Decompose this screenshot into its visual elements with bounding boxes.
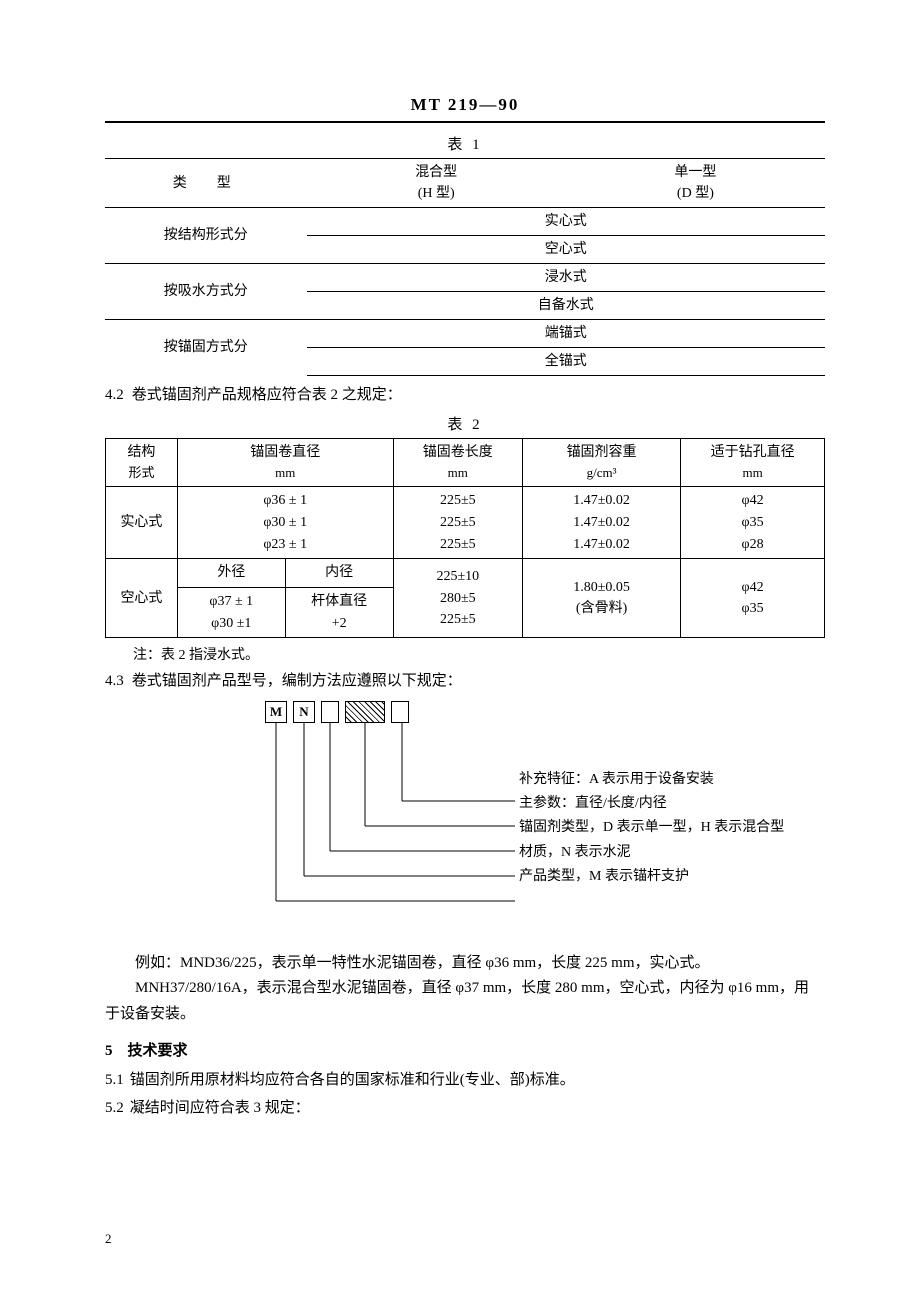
- t2-hollow-len: 225±10280±5225±5: [393, 559, 522, 638]
- diagram-box-m: M: [265, 701, 287, 723]
- diagram-callout-2: 主参数：直径/长度/内径: [519, 795, 784, 813]
- diagram-box-5: [391, 701, 409, 723]
- t1-r2-v2: 自备水式: [307, 292, 825, 320]
- diagram-box-3: [321, 701, 339, 723]
- t1-r3-label: 按锚固方式分: [105, 320, 307, 376]
- table2-note: 注：表 2 指浸水式。: [133, 644, 825, 664]
- example-line-1: 例如：MND36/225，表示单一特性水泥锚固卷，直径 φ36 mm，长度 22…: [105, 951, 825, 977]
- t2-hollow-dens: 1.80±0.05(含骨料): [522, 559, 680, 638]
- t2-solid-bore: φ42φ35φ28: [681, 487, 825, 559]
- example-line-2a: MNH37/280/16A，表示混合型水泥锚固卷，直径 φ37 mm，长度 28…: [105, 976, 825, 1002]
- diagram-box-n: N: [293, 701, 315, 723]
- t1-r1-label: 按结构形式分: [105, 208, 307, 264]
- section-5-1: 5.1锚固剂所用原材料均应符合各自的国家标准和行业(专业、部)标准。: [105, 1068, 825, 1092]
- table1: 类 型 混合型(H 型) 单一型(D 型) 按结构形式分实心式 空心式 按吸水方…: [105, 158, 825, 376]
- t1-r3-v1: 端锚式: [307, 320, 825, 348]
- t1-r1-v1: 实心式: [307, 208, 825, 236]
- diagram-callout-5: 产品类型，M 表示锚杆支护: [519, 868, 784, 886]
- t2-solid-dens: 1.47±0.021.47±0.021.47±0.02: [522, 487, 680, 559]
- t1-hdr-c2: 混合型(H 型): [307, 159, 566, 208]
- t1-r3-v2: 全锚式: [307, 348, 825, 376]
- t2-hollow-inner: 杆体直径+2: [285, 588, 393, 638]
- t1-hdr-type: 类 型: [105, 159, 307, 208]
- table2-caption: 表 2: [105, 413, 825, 434]
- t2-hollow-inner-hdr: 内径: [285, 559, 393, 588]
- section-5-2: 5.2凝结时间应符合表 3 规定：: [105, 1096, 825, 1120]
- section-4-3: 4.3卷式锚固剂产品型号，编制方法应遵照以下规定：: [105, 670, 825, 693]
- t2-hollow-outer: φ37 ± 1φ30 ±1: [177, 588, 285, 638]
- t2-solid-label: 实心式: [106, 487, 178, 559]
- diagram-callout-1: 补充特征：A 表示用于设备安装: [519, 771, 784, 789]
- t1-r2-label: 按吸水方式分: [105, 264, 307, 320]
- t2-h4: 锚固剂容重g/cm³: [522, 438, 680, 487]
- t2-hollow-bore: φ42φ35: [681, 559, 825, 638]
- section-4-2: 4.2卷式锚固剂产品规格应符合表 2 之规定：: [105, 384, 825, 407]
- t1-hdr-c3: 单一型(D 型): [566, 159, 825, 208]
- t2-solid-len: 225±5225±5225±5: [393, 487, 522, 559]
- t2-hollow-label: 空心式: [106, 559, 178, 638]
- t2-h3: 锚固卷长度mm: [393, 438, 522, 487]
- page-number: 2: [105, 1231, 112, 1247]
- diagram-box-4: [345, 701, 385, 723]
- document-code: MT 219—90: [105, 95, 825, 123]
- t2-hollow-outer-hdr: 外径: [177, 559, 285, 588]
- model-number-diagram: M N 补充特征：A 表示用于设备安装 主参数：直径/长度/内径 锚固剂类型，D…: [105, 701, 825, 921]
- diagram-callout-3: 锚固剂类型，D 表示单一型，H 表示混合型: [519, 819, 784, 837]
- section-5-title: 5 技术要求: [105, 1039, 825, 1060]
- t2-solid-dia: φ36 ± 1φ30 ± 1φ23 ± 1: [177, 487, 393, 559]
- t1-r1-v2: 空心式: [307, 236, 825, 264]
- example-block: 例如：MND36/225，表示单一特性水泥锚固卷，直径 φ36 mm，长度 22…: [105, 951, 825, 1028]
- t2-h1: 结构形式: [106, 438, 178, 487]
- t1-r2-v1: 浸水式: [307, 264, 825, 292]
- diagram-callout-4: 材质，N 表示水泥: [519, 844, 784, 862]
- table2: 结构形式 锚固卷直径mm 锚固卷长度mm 锚固剂容重g/cm³ 适于钻孔直径mm…: [105, 438, 825, 639]
- table1-caption: 表 1: [105, 133, 825, 154]
- t2-h2: 锚固卷直径mm: [177, 438, 393, 487]
- example-line-2b: 于设备安装。: [105, 1002, 825, 1028]
- t2-h5: 适于钻孔直径mm: [681, 438, 825, 487]
